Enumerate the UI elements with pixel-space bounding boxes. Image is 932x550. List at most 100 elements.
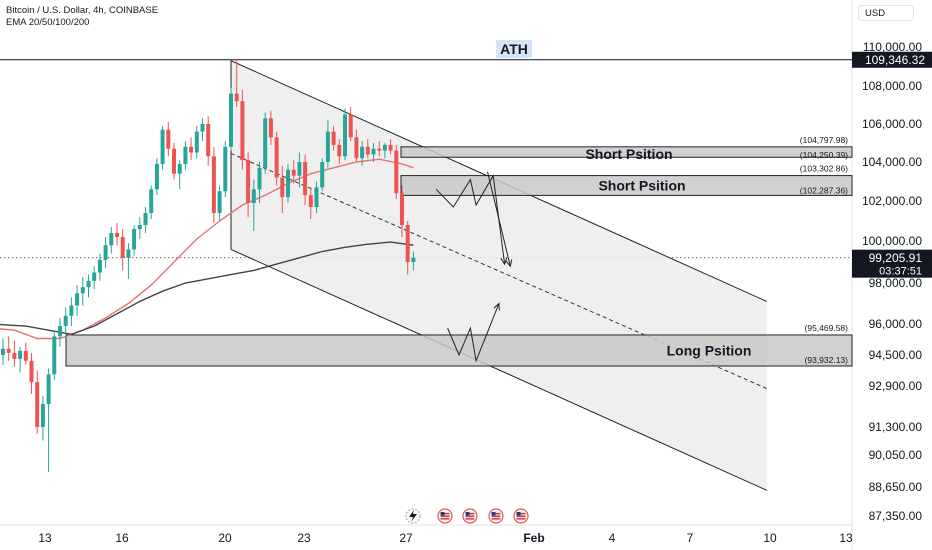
zone-label-1: Short Psition xyxy=(598,177,685,193)
candle-body xyxy=(194,131,199,153)
y-tick-label: 90,050.00 xyxy=(869,448,923,462)
candle-body xyxy=(303,162,308,196)
y-tick-label: 102,000.00 xyxy=(862,194,922,208)
zone-top-price-0: (104,797.98) xyxy=(800,135,848,145)
candle-body xyxy=(331,131,336,145)
projection-path-1 xyxy=(487,171,511,267)
y-tick-label: 91,300.00 xyxy=(869,420,923,434)
candle-body xyxy=(268,118,273,138)
channel-fill xyxy=(231,60,767,491)
indicator-legend[interactable]: EMA 20/50/100/200 xyxy=(6,17,90,28)
candle-body xyxy=(246,160,251,203)
candle-body xyxy=(52,336,57,375)
y-tick-label: 100,000.00 xyxy=(862,234,922,248)
candle-body xyxy=(189,146,194,153)
candle-body xyxy=(46,374,51,404)
candle-body xyxy=(371,148,376,155)
candle-body xyxy=(23,350,28,361)
x-tick-label: 7 xyxy=(687,531,694,545)
candle-body xyxy=(6,348,11,353)
zone-bottom-price-1: (102,287.36) xyxy=(800,185,848,195)
candle-body xyxy=(29,360,34,383)
projection-arrowhead-1 xyxy=(505,259,513,268)
us-flag-icon-stripe xyxy=(491,513,501,515)
candle-body xyxy=(69,305,74,316)
us-flag-icon xyxy=(488,508,504,524)
candle-body xyxy=(211,156,216,213)
candle-body xyxy=(132,229,137,250)
candle-body xyxy=(229,93,233,147)
candle-body xyxy=(80,287,85,294)
candle-body xyxy=(377,148,382,151)
flash-icon xyxy=(405,508,421,524)
projection-path-0 xyxy=(435,174,506,265)
candle-body xyxy=(280,177,285,198)
candle-body xyxy=(143,213,148,225)
x-tick-label: 10 xyxy=(763,531,777,545)
candle-body xyxy=(217,191,222,213)
projection-arrowhead-2 xyxy=(493,302,500,311)
candle-body xyxy=(320,162,325,188)
y-tick-label: 92,900.00 xyxy=(869,379,923,393)
y-tick-label: 110,000.00 xyxy=(863,40,922,54)
candle-body xyxy=(286,169,290,198)
flash-icon-bolt xyxy=(409,510,417,522)
candle-body xyxy=(343,114,347,157)
us-flag-icon-stripe xyxy=(465,515,475,517)
candle-body xyxy=(97,259,102,273)
us-flag-icon-canton xyxy=(491,512,496,516)
x-tick-label: 13 xyxy=(38,531,52,545)
currency-button[interactable]: USD xyxy=(858,5,914,21)
candle-body xyxy=(115,233,119,237)
zone-label-0: Short Psition xyxy=(585,146,672,162)
candle-body xyxy=(411,257,416,262)
candle-body xyxy=(1,348,5,355)
zone-top-price-1: (103,302.86) xyxy=(800,164,848,174)
candle-body xyxy=(223,146,228,192)
candle-body xyxy=(183,146,188,164)
candle-body xyxy=(263,118,268,168)
candle-body xyxy=(251,189,256,203)
us-flag-icon-canton xyxy=(440,512,445,516)
candle-body xyxy=(274,137,279,178)
candle-body xyxy=(405,225,410,262)
us-flag-icon-stripe xyxy=(465,518,475,520)
us-flag-icon-stripe xyxy=(516,513,526,515)
candle-body xyxy=(154,163,159,190)
candle-body xyxy=(234,93,239,102)
zone-bottom-price-0: (104,250.39) xyxy=(800,150,848,160)
candle-body xyxy=(365,146,370,155)
ema-line-0 xyxy=(0,158,414,340)
y-tick-label: 88,650.00 xyxy=(869,480,923,494)
zone-box-0 xyxy=(400,146,853,158)
ath-label: ATH xyxy=(500,41,528,57)
candle-body xyxy=(75,293,80,306)
projection-path-2 xyxy=(447,303,500,363)
y-tick-label: 104,000.00 xyxy=(862,155,922,169)
us-flag-icon-stripe xyxy=(440,515,450,517)
candle-body xyxy=(12,352,17,359)
candle-body xyxy=(177,163,182,174)
candle-body xyxy=(200,124,205,132)
current-price-label: 99,205.91 xyxy=(869,251,923,265)
projection-arrowhead-0 xyxy=(500,257,508,266)
candle-body xyxy=(348,114,353,138)
zone-bottom-price-2: (93,932.13) xyxy=(805,355,849,365)
y-tick-label: 98,000.00 xyxy=(869,276,923,290)
us-flag-icon-canton xyxy=(516,512,521,516)
us-flag-icon-stripe xyxy=(491,515,501,517)
ath-price-tag xyxy=(852,51,932,68)
candle-body xyxy=(166,129,171,149)
candle-body xyxy=(354,137,359,159)
x-tick-label: 4 xyxy=(609,531,616,545)
candle-body xyxy=(18,350,23,359)
us-flag-icon xyxy=(462,508,478,524)
us-flag-icon-stripe xyxy=(491,518,501,520)
x-tick-label: 16 xyxy=(115,531,129,545)
candle-body xyxy=(137,225,142,229)
candle-body xyxy=(360,146,365,159)
candle-body xyxy=(109,233,114,246)
us-flag-icon xyxy=(437,508,453,524)
zone-top-price-2: (95,469.58) xyxy=(805,323,849,333)
